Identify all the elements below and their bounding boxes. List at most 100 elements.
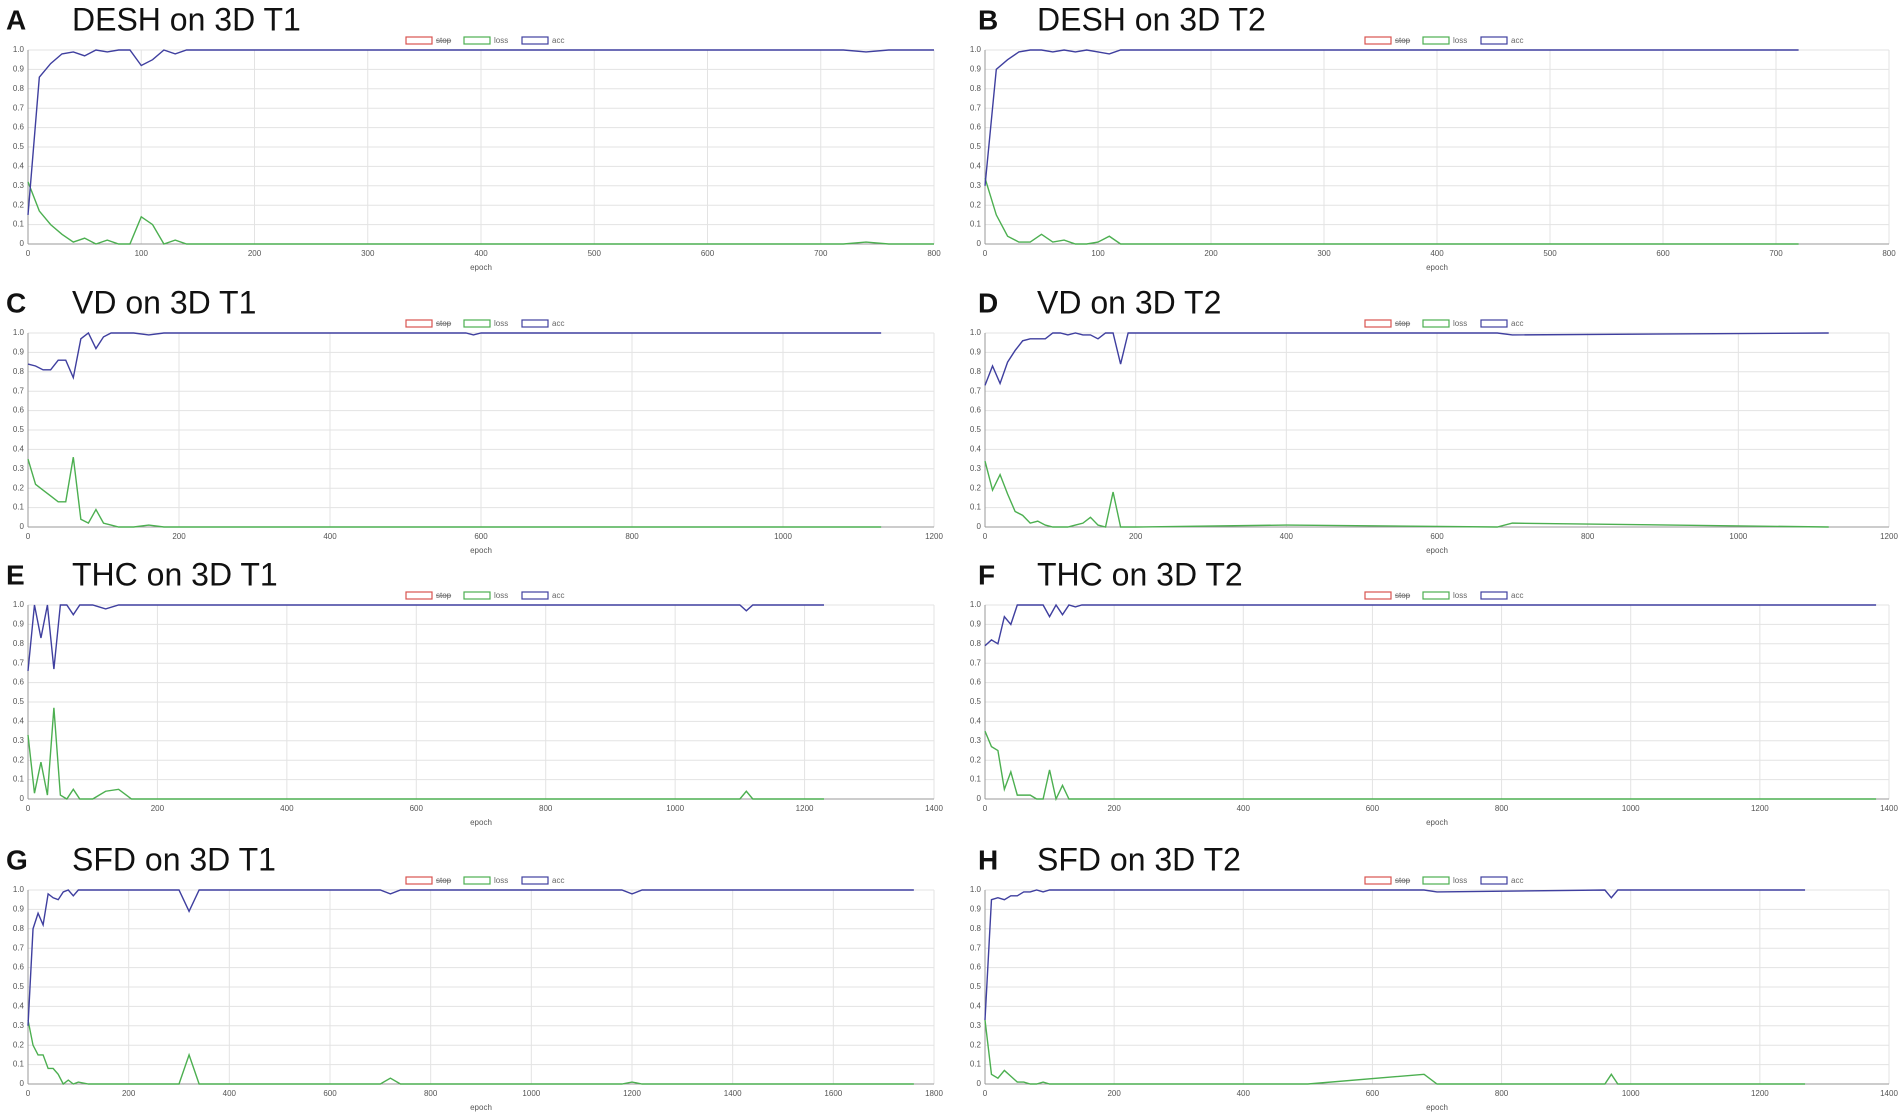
x-tick-label: 700 — [1769, 249, 1783, 258]
y-tick-label: 0.1 — [970, 220, 982, 229]
legend-swatch — [1364, 36, 1392, 45]
legend-label: loss — [1453, 36, 1467, 45]
y-tick-label: 0.5 — [970, 982, 982, 991]
panel: C VD on 3D T1 stop loss acc 0 0.1 0.2 0.3 0.4 0.5 0… — [6, 284, 943, 555]
y-tick-label: 0.9 — [13, 65, 25, 74]
legend-swatch — [405, 36, 433, 45]
x-tick-label: 100 — [1091, 249, 1105, 258]
y-tick-label: 0.7 — [13, 103, 25, 112]
x-tick-label: 200 — [122, 1089, 136, 1098]
legend-label: acc — [552, 36, 564, 45]
legend-label: loss — [1453, 876, 1467, 885]
y-tick-label: 0.5 — [970, 142, 982, 151]
legend-label: loss — [494, 876, 508, 885]
y-tick-label: 0.4 — [13, 717, 25, 726]
y-tick-label: 1.0 — [970, 600, 982, 609]
x-tick-label: 800 — [424, 1089, 438, 1098]
x-tick-label: 400 — [1280, 532, 1294, 541]
y-tick-label: 0.3 — [13, 181, 25, 190]
x-tick-label: 200 — [248, 249, 262, 258]
y-tick-label: 0.7 — [13, 386, 25, 395]
panel: B DESH on 3D T2 stop loss acc 0 0.1 0.2 0.3 0.4 0.… — [970, 1, 1896, 272]
y-tick-label: 0.4 — [13, 162, 25, 171]
x-tick-label: 0 — [983, 1089, 988, 1098]
chart-title: VD on 3D T1 — [72, 284, 256, 320]
legend-label: acc — [1511, 591, 1523, 600]
y-tick-label: 0.9 — [970, 348, 982, 357]
x-tick-label: 1000 — [1729, 532, 1747, 541]
panel-letter: C — [6, 287, 26, 318]
y-tick-label: 1.0 — [970, 885, 982, 894]
legend-label: stop — [1395, 36, 1411, 45]
panel: D VD on 3D T2 stop loss acc 0 0.1 0.2 0.3 0.4 0.5 0… — [970, 284, 1899, 555]
x-axis-label: epoch — [1426, 263, 1448, 272]
legend-swatch — [405, 591, 433, 600]
legend-label: stop — [436, 591, 452, 600]
y-tick-label: 0.2 — [970, 483, 982, 492]
panel-letter: A — [6, 4, 26, 35]
x-tick-label: 400 — [474, 249, 488, 258]
legend-swatch — [1422, 876, 1450, 885]
y-tick-label: 0.1 — [13, 1060, 25, 1069]
y-tick-label: 0.2 — [970, 755, 982, 764]
x-tick-label: 800 — [625, 532, 639, 541]
series-line — [984, 603, 1877, 647]
legend-label: loss — [1453, 591, 1467, 600]
y-tick-label: 1.0 — [13, 600, 25, 609]
y-tick-label: 0.1 — [13, 775, 25, 784]
chart-title: DESH on 3D T1 — [72, 1, 301, 37]
x-tick-label: 1000 — [1622, 804, 1640, 813]
legend-swatch — [1480, 876, 1508, 885]
y-tick-label: 0.8 — [13, 639, 25, 648]
y-tick-label: 0.2 — [970, 1040, 982, 1049]
y-tick-label: 0.7 — [13, 943, 25, 952]
y-tick-label: 1.0 — [13, 328, 25, 337]
x-tick-label: 200 — [172, 532, 186, 541]
x-tick-label: 0 — [983, 804, 988, 813]
y-tick-label: 0.9 — [970, 905, 982, 914]
x-tick-label: 200 — [1107, 804, 1121, 813]
x-tick-label: 0 — [983, 249, 988, 258]
y-tick-label: 0.6 — [13, 406, 25, 415]
legend-label: acc — [1511, 876, 1523, 885]
y-tick-label: 0.7 — [13, 658, 25, 667]
y-tick-label: 0.2 — [13, 755, 25, 764]
legend-label: acc — [552, 319, 564, 328]
legend-swatch — [1364, 591, 1392, 600]
x-tick-label: 600 — [1656, 249, 1670, 258]
x-tick-label: 200 — [1107, 1089, 1121, 1098]
y-tick-label: 0.6 — [970, 406, 982, 415]
y-tick-label: 0.2 — [13, 483, 25, 492]
y-tick-label: 0 — [977, 794, 982, 803]
y-tick-label: 0.1 — [970, 503, 982, 512]
legend-swatch — [463, 36, 491, 45]
x-tick-label: 1200 — [796, 804, 814, 813]
y-tick-label: 0.9 — [13, 348, 25, 357]
panel: F THC on 3D T2 stop loss acc 0 0.1 0.2 0.3 0.4 0.5… — [970, 556, 1899, 827]
chart-title: SFD on 3D T1 — [72, 841, 276, 877]
panel: A DESH on 3D T1 stop loss acc 0 0.1 0.2 0.3 0.4 0.… — [6, 1, 941, 272]
series-line — [27, 331, 882, 380]
y-tick-label: 0.3 — [970, 464, 982, 473]
y-tick-label: 0.2 — [13, 1040, 25, 1049]
legend-label: acc — [552, 591, 564, 600]
y-tick-label: 0.8 — [13, 367, 25, 376]
x-tick-label: 800 — [1495, 804, 1509, 813]
x-tick-label: 400 — [223, 1089, 237, 1098]
series-line — [984, 49, 1799, 186]
chart-title: THC on 3D T2 — [1037, 556, 1243, 592]
chart-title: DESH on 3D T2 — [1037, 1, 1266, 37]
y-tick-label: 0.5 — [970, 425, 982, 434]
y-tick-label: 0 — [20, 1079, 25, 1088]
y-tick-label: 1.0 — [970, 45, 982, 54]
series-line — [27, 889, 914, 1026]
legend-label: stop — [436, 319, 452, 328]
x-tick-label: 500 — [588, 249, 602, 258]
legend-label: loss — [1453, 319, 1467, 328]
x-tick-label: 400 — [323, 532, 337, 541]
legend-swatch — [1422, 319, 1450, 328]
legend-swatch — [405, 876, 433, 885]
y-tick-label: 0.5 — [13, 142, 25, 151]
y-tick-label: 0.4 — [970, 1002, 982, 1011]
x-tick-label: 1400 — [925, 804, 943, 813]
